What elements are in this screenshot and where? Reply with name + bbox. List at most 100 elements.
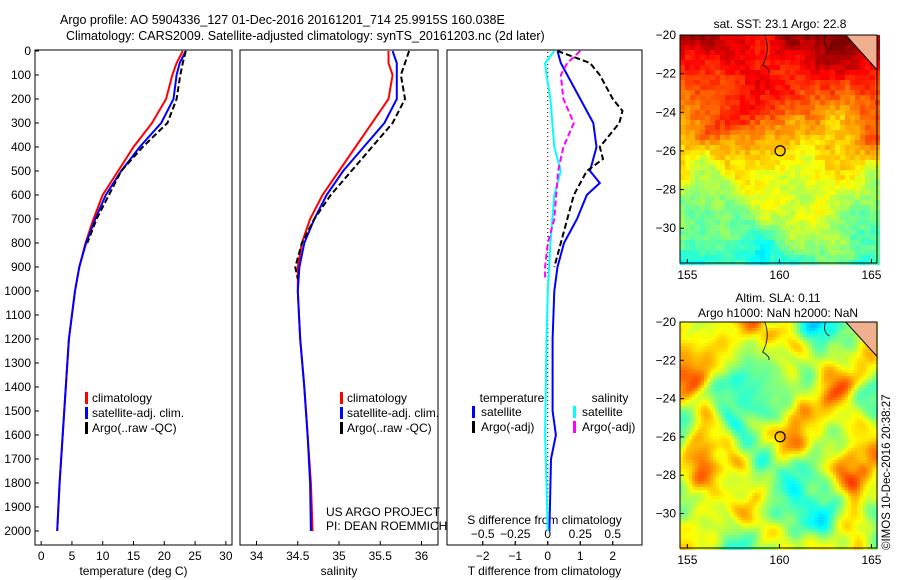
map-cell [835, 175, 840, 180]
map-cell [728, 403, 731, 406]
map-cell [767, 415, 770, 418]
map-cell [746, 463, 749, 466]
map-cell [728, 331, 731, 334]
map-cell [740, 442, 743, 445]
x-tick-label: 5 [69, 549, 76, 563]
map-cell [779, 376, 782, 379]
map-cell [788, 385, 791, 388]
map-cell [791, 337, 794, 340]
map-cell [719, 373, 722, 376]
map-cell [715, 185, 720, 190]
map-cell [761, 424, 764, 427]
map-cell [794, 385, 797, 388]
map-cell [761, 370, 764, 373]
map-cell [840, 90, 845, 95]
map-cell [782, 529, 785, 532]
map-cell [725, 436, 728, 439]
map-cell [870, 70, 875, 75]
map-cell [743, 484, 746, 487]
map-cell [707, 535, 710, 538]
map-cell [797, 364, 800, 367]
map-cell [710, 439, 713, 442]
map-cell [716, 427, 719, 430]
map-cell [731, 352, 734, 355]
map-cell [740, 85, 745, 90]
map-cell [765, 60, 770, 65]
map-cell [779, 523, 782, 526]
map-cell [731, 364, 734, 367]
map-cell [749, 475, 752, 478]
map-cell [737, 511, 740, 514]
map-cell [760, 115, 765, 120]
map-cell [719, 472, 722, 475]
map-cell [791, 409, 794, 412]
map-cell [700, 110, 705, 115]
map-cell [800, 205, 805, 210]
map-cell [765, 80, 770, 85]
map-cell [725, 180, 730, 185]
map-cell [705, 65, 710, 70]
map-cell [797, 328, 800, 331]
map-cell [722, 433, 725, 436]
map-cell [695, 388, 698, 391]
map-cell [731, 415, 734, 418]
map-cell [731, 337, 734, 340]
map-cell [707, 490, 710, 493]
map-cell [713, 472, 716, 475]
map-cell [764, 469, 767, 472]
map-cell [795, 215, 800, 220]
map-cell [695, 382, 698, 385]
map-cell [728, 379, 731, 382]
map-cell [773, 496, 776, 499]
map-cell [713, 418, 716, 421]
map-cell [689, 358, 692, 361]
map-cell [737, 463, 740, 466]
map-cell [755, 328, 758, 331]
map-cell [776, 388, 779, 391]
map-cell [835, 155, 840, 160]
map-cell [761, 355, 764, 358]
map-cell [752, 463, 755, 466]
map-cell [710, 334, 713, 337]
map-cell [737, 448, 740, 451]
map-cell [758, 424, 761, 427]
map-cell [773, 415, 776, 418]
map-cell [794, 499, 797, 502]
map-cell [710, 517, 713, 520]
map-cell [689, 472, 692, 475]
map-cell [740, 406, 743, 409]
map-cell [761, 361, 764, 364]
map-cell [755, 451, 758, 454]
map-cell [683, 481, 686, 484]
map-cell [695, 373, 698, 376]
map-cell [692, 433, 695, 436]
map-cell [746, 394, 749, 397]
map-cell [728, 325, 731, 328]
map-cell [710, 499, 713, 502]
map-cell [758, 436, 761, 439]
map-cell [707, 445, 710, 448]
map-cell [722, 331, 725, 334]
map-cell [722, 454, 725, 457]
map-cell [701, 529, 704, 532]
map-cell [761, 358, 764, 361]
map-cell [707, 331, 710, 334]
map-cell [860, 240, 865, 245]
map-cell [710, 460, 713, 463]
map-cell [820, 115, 825, 120]
map-cell [686, 391, 689, 394]
map-cell [776, 451, 779, 454]
map-cell [755, 436, 758, 439]
map-cell [770, 110, 775, 115]
map-cell [734, 475, 737, 478]
map-cell [716, 343, 719, 346]
map-cell [782, 331, 785, 334]
map-cell [730, 225, 735, 230]
map-cell [735, 205, 740, 210]
map-cell [740, 400, 743, 403]
map-cell [695, 505, 698, 508]
map-cell [845, 125, 850, 130]
map-cell [752, 475, 755, 478]
map-cell [707, 496, 710, 499]
y-tick-label: 0 [24, 44, 31, 58]
